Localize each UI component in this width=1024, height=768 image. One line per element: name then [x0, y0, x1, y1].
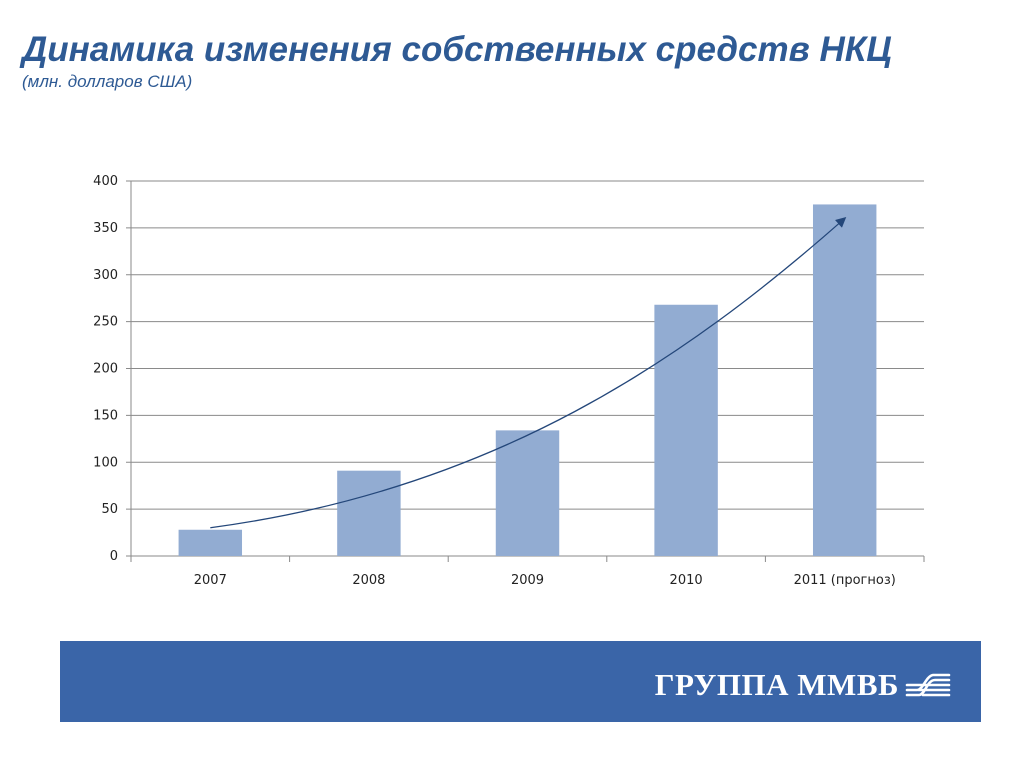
x-tick-label: 2011 (прогноз)	[794, 573, 896, 588]
bar	[178, 529, 243, 556]
bar	[495, 430, 560, 556]
y-tick-label: 150	[93, 408, 118, 423]
x-tick-label: 2009	[511, 573, 544, 588]
y-tick-label: 350	[93, 221, 118, 236]
y-tick-label: 300	[93, 268, 118, 283]
y-tick-label: 50	[101, 502, 118, 517]
y-tick-label: 400	[93, 174, 118, 189]
bar-chart: 0 50 100 150 200 250 300 350 400 2007 2008 2009 2010…	[93, 174, 925, 588]
y-tick-label: 250	[93, 315, 118, 330]
bar	[812, 204, 877, 556]
brand: ГРУППА ММВБ	[655, 669, 951, 700]
page-title: Динамика изменения собственных средств Н…	[22, 30, 892, 69]
footer-band: ГРУППА ММВБ	[60, 641, 981, 722]
y-tick-label: 100	[93, 455, 118, 470]
page-subtitle: (млн. долларов США)	[22, 72, 193, 91]
x-tick-label: 2007	[194, 573, 227, 588]
trend-arrow	[210, 217, 847, 529]
mmvb-wave-logo-icon	[905, 673, 951, 696]
y-tick-label: 200	[93, 362, 118, 377]
brand-name: ГРУППА ММВБ	[654, 667, 899, 702]
x-tick-label: 2008	[352, 573, 385, 588]
bar	[337, 470, 401, 556]
bar	[654, 304, 718, 556]
x-tick-label: 2010	[670, 573, 703, 588]
y-tick-label: 0	[110, 549, 118, 564]
